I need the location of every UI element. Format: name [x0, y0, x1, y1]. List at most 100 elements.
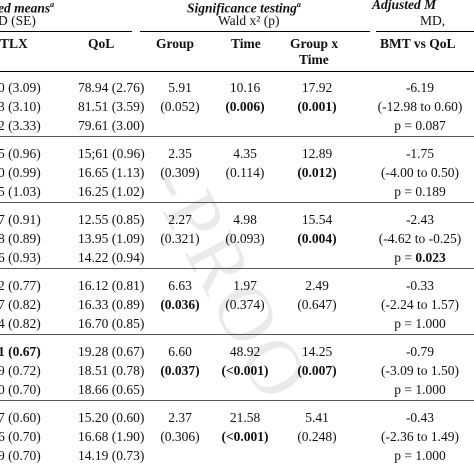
bmt-cell: -1.75: [405, 146, 435, 161]
bmt-cell: (-12.98 to 0.60): [377, 99, 463, 114]
gxt-cell: (0.001): [297, 99, 337, 114]
bmt-cell: p = 0.087: [394, 118, 446, 133]
group-cell: 2.35: [168, 146, 192, 161]
gxt-cell: 5.41: [305, 410, 329, 425]
col-group-x-time-1: Group x: [290, 36, 339, 51]
time-cell: (<0.001): [221, 363, 269, 378]
tlx-cell: 1 (0.67): [0, 344, 41, 359]
time-cell: 4.98: [233, 212, 257, 227]
qol-cell: 14.22 (0.94): [78, 250, 145, 265]
group-cell: (0.306): [160, 429, 200, 444]
qol-cell: 81.51 (3.59): [78, 99, 145, 114]
significance-testing-subheader: Wald x² (p): [218, 13, 280, 28]
qol-cell: 18.51 (0.78): [78, 363, 145, 378]
tlx-cell: 2 (3.33): [0, 118, 41, 133]
tlx-cell: 9 (0.70): [0, 448, 41, 463]
group-cell: 5.91: [168, 80, 192, 95]
time-cell: 1.97: [233, 278, 257, 293]
bmt-cell: (-2.36 to 1.49): [381, 429, 459, 444]
tlx-cell: 5 (1.03): [0, 184, 41, 199]
col-qol: QoL: [88, 36, 115, 51]
qol-cell: 16.65 (1.13): [78, 165, 145, 180]
time-cell: 4.35: [233, 146, 257, 161]
group-cell: (0.052): [160, 99, 200, 114]
tlx-cell: 4 (0.82): [0, 316, 41, 331]
tlx-cell: 6 (0.70): [0, 429, 41, 444]
bmt-cell: -0.33: [405, 278, 435, 293]
time-cell: (0.114): [225, 165, 265, 180]
group-cell: (0.309): [160, 165, 200, 180]
gxt-cell: 15.54: [301, 212, 333, 227]
time-cell: 10.16: [229, 80, 261, 95]
qol-cell: 13.95 (1.09): [78, 231, 145, 246]
qol-cell: 18.66 (0.65): [78, 382, 145, 397]
group-cell: (0.037): [160, 363, 200, 378]
bmt-cell: p = 1.000: [394, 382, 446, 397]
row-separator: [0, 334, 474, 335]
time-cell: (<0.001): [221, 429, 269, 444]
group-cell: 6.60: [168, 344, 192, 359]
tlx-cell: 0 (0.99): [0, 165, 41, 180]
qol-cell: 79.61 (3.00): [78, 118, 145, 133]
qol-cell: 15;61 (0.96): [78, 146, 145, 161]
bmt-cell: (-4.00 to 0.50): [381, 165, 459, 180]
bmt-cell: p = 0.189: [394, 184, 446, 199]
row-separator: [0, 202, 474, 203]
col-bmt-vs-qol: BMT vs QoL: [380, 36, 456, 51]
time-cell: 48.92: [229, 344, 261, 359]
bmt-cell: -0.79: [405, 344, 435, 359]
header-bottom-rule: [0, 71, 474, 72]
bmt-cell: p = 1.000: [394, 316, 446, 331]
gxt-cell: 17.92: [301, 80, 333, 95]
qol-cell: 12.55 (0.85): [78, 212, 145, 227]
significance-testing-header: Significance testinga: [187, 0, 301, 16]
row-separator: [0, 268, 474, 269]
row-separator: [0, 136, 474, 137]
qol-cell: 78.94 (2.76): [78, 80, 145, 95]
adjusted-md-header: Adjusted M: [372, 0, 437, 12]
tlx-cell: 5 (0.96): [0, 146, 41, 161]
significance-underline: [140, 31, 370, 32]
tlx-cell: 7 (0.82): [0, 297, 41, 312]
time-cell: (0.093): [225, 231, 265, 246]
means-underline: [0, 31, 132, 32]
tlx-cell: 7 (0.60): [0, 410, 41, 425]
tlx-cell: 2 (0.77): [0, 278, 41, 293]
bmt-cell: -6.19: [405, 80, 435, 95]
bmt-cell: p = 1.000: [394, 448, 446, 463]
gxt-cell: 12.89: [301, 146, 333, 161]
qol-cell: 16.25 (1.02): [78, 184, 145, 199]
md-underline: [376, 31, 474, 32]
qol-cell: 16.12 (0.81): [78, 278, 145, 293]
bmt-cell: (-2.24 to 1.57): [381, 297, 459, 312]
col-time: Time: [231, 36, 261, 51]
group-cell: 2.27: [168, 212, 192, 227]
tlx-cell: 0 (0.70): [0, 382, 41, 397]
gxt-cell: (0.004): [297, 231, 337, 246]
qol-cell: 15.20 (0.60): [78, 410, 145, 425]
col-group: Group: [156, 36, 195, 51]
adjusted-md-subheader: MD,: [420, 13, 446, 28]
gxt-cell: (0.012): [297, 165, 337, 180]
row-separator: [0, 400, 474, 401]
col-tlx: TLX: [0, 36, 28, 51]
group-cell: (0.036): [160, 297, 200, 312]
tlx-cell: 7 (0.91): [0, 212, 41, 227]
tlx-cell: 0 (3.09): [0, 80, 41, 95]
col-group-x-time-2: Time: [299, 52, 329, 67]
gxt-cell: (0.007): [297, 363, 337, 378]
group-cell: 2.37: [168, 410, 192, 425]
bmt-cell: p = 0.023: [394, 250, 446, 265]
tlx-cell: 9 (0.72): [0, 363, 41, 378]
tlx-cell: 8 (0.89): [0, 231, 41, 246]
group-cell: (0.321): [160, 231, 200, 246]
qol-cell: 16.70 (0.85): [78, 316, 145, 331]
adjusted-means-subheader: D (SE): [0, 13, 36, 28]
group-cell: 6.63: [168, 278, 192, 293]
time-cell: (0.374): [225, 297, 265, 312]
time-cell: 21.58: [229, 410, 261, 425]
qol-cell: 14.19 (0.73): [78, 448, 145, 463]
tlx-cell: 6 (0.93): [0, 250, 41, 265]
bmt-cell: -2.43: [405, 212, 435, 227]
